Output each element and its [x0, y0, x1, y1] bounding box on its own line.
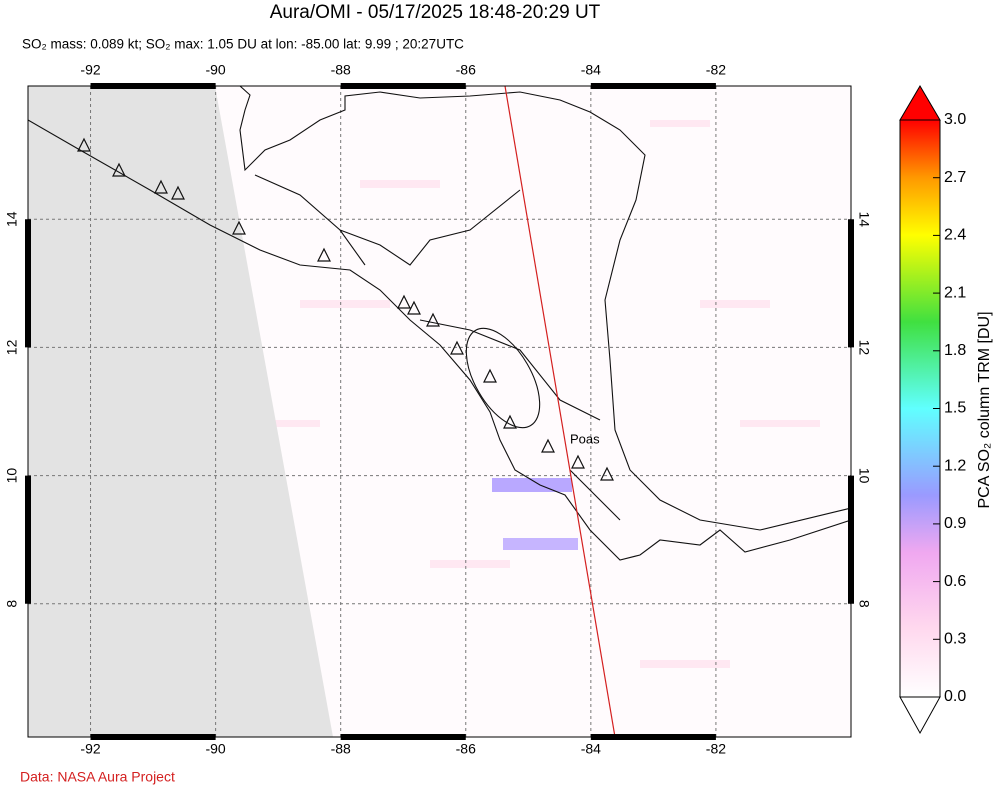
colorbar-tick-label: 0.0 — [944, 688, 966, 705]
colorbar-min-arrow — [899, 696, 941, 735]
colorbar-tick-label: 0.9 — [944, 515, 966, 532]
axes: -92 -92 -90 -90 -88 -88 -86 -86 -84 -84 -82 -82 8 8 10… — [4, 62, 873, 757]
colorbar-tick-label: 0.6 — [944, 573, 966, 590]
so2-patch — [503, 538, 578, 550]
subtitle: SO₂ mass: 0.089 kt; SO₂ max: 1.05 DU at … — [22, 37, 464, 52]
colorbar-tick-label: 0.3 — [944, 631, 966, 648]
colorbar-tick-label: 3.0 — [944, 111, 966, 128]
x-tick-label: -86 — [456, 741, 476, 757]
x-tick-label: -92 — [80, 741, 100, 757]
x-tick-label: -84 — [581, 741, 601, 757]
no-data-swath — [28, 86, 333, 737]
colorbar-tick-label: 2.4 — [944, 227, 966, 244]
pacific-coast — [28, 119, 851, 561]
y-tick-label: 12 — [856, 340, 872, 356]
y-tick-label: 14 — [4, 211, 20, 227]
x-tick-label: -86 — [456, 62, 476, 78]
border — [254, 174, 621, 521]
grid — [28, 86, 851, 737]
lake-nicaragua — [465, 327, 541, 429]
caribbean-coast — [239, 86, 851, 531]
y-tick-label: 10 — [4, 468, 20, 484]
colorbar-label: PCA SO₂ column TRM [DU] — [976, 311, 993, 508]
map-area: Poas — [28, 86, 851, 737]
volcanoes — [77, 137, 614, 481]
x-tick-label: -82 — [706, 741, 726, 757]
credit: Data: NASA Aura Project — [20, 769, 175, 785]
so2-patch — [492, 478, 572, 492]
y-tick-label: 12 — [4, 339, 20, 355]
colorbar-tick-label: 2.7 — [944, 169, 966, 186]
title: Aura/OMI - 05/17/2025 18:48-20:29 UT — [270, 2, 601, 23]
so2-streaks — [250, 120, 820, 668]
x-tick-label: -90 — [205, 741, 225, 757]
x-tick-label: -92 — [80, 62, 100, 78]
colorbar-tick-label: 1.8 — [944, 342, 966, 359]
colorbar-tick-label: 1.5 — [944, 400, 966, 417]
x-tick-label: -88 — [331, 62, 351, 78]
x-tick-label: -82 — [706, 62, 726, 78]
y-tick-label: 14 — [856, 211, 872, 227]
y-tick-label: 8 — [4, 600, 20, 608]
y-tick-label: 8 — [856, 600, 872, 608]
colorbar-tick-label: 2.1 — [944, 284, 966, 301]
colorbar-max-arrow — [899, 85, 941, 121]
orbit-track — [504, 86, 616, 737]
x-tick-label: -90 — [205, 62, 225, 78]
x-tick-label: -88 — [331, 741, 351, 757]
volcano-label: Poas — [570, 431, 600, 446]
y-tick-label: 10 — [856, 468, 872, 484]
colorbar-tick-label: 1.2 — [944, 457, 966, 474]
x-tick-label: -84 — [581, 62, 601, 78]
